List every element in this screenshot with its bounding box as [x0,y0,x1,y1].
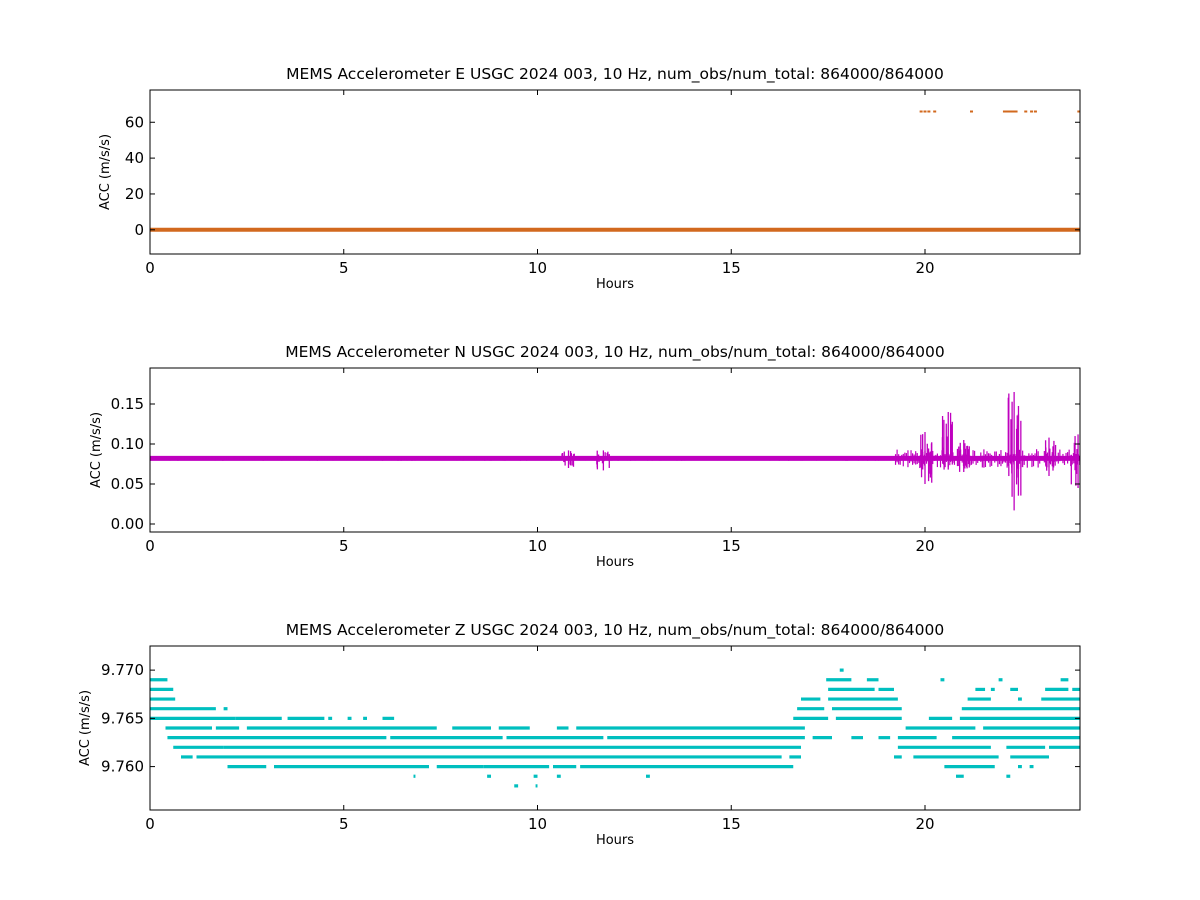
data-point [1012,110,1016,113]
data-point [1002,110,1006,113]
x-tick-label: 15 [722,815,741,833]
data-point [1024,110,1028,113]
y-tick-label: 0.00 [111,515,144,533]
data-point [1006,110,1010,113]
x-tick-label: 5 [339,815,349,833]
x-axis-label: Hours [596,555,634,570]
x-tick-label: 20 [915,815,934,833]
axes-frame [149,645,1081,811]
x-tick-label: 5 [339,259,349,277]
y-tick-label: 0.05 [111,475,144,493]
x-tick-label: 10 [528,259,547,277]
data-layer [150,668,1080,788]
x-axis-label: Hours [596,833,634,848]
y-tick-label: 9.770 [101,661,144,679]
chart-panel-2: 0 5 10 15 20 0.00 0.05 0.10 0.15 MEMS Acceleromet… [89,343,1081,570]
data-point [919,110,923,113]
x-tick-label: 10 [528,537,547,555]
x-axis-label: Hours [596,277,634,292]
y-tick-label: 9.760 [101,758,144,776]
y-tick-label: 9.765 [101,709,144,727]
chart-title: MEMS Accelerometer E USGC 2024 003, 10 H… [286,65,944,84]
data-point [933,110,937,113]
data-point [1014,110,1018,113]
data-point [1010,110,1014,113]
y-tick-label: 0.15 [111,395,144,413]
y-tick-label: 0.10 [111,435,144,453]
y-axis-label: ACC (m/s/s) [78,690,93,766]
x-tick-label: 0 [145,537,155,555]
y-tick-label: 60 [125,113,144,131]
data-point [970,110,973,113]
data-point [1077,110,1080,113]
chart-title: MEMS Accelerometer N USGC 2024 003, 10 H… [285,343,944,362]
x-tick-label: 20 [915,259,934,277]
axes-frame [149,367,1081,533]
data-point [1008,110,1012,113]
chart-panel-1: 0 5 10 15 20 0 20 40 60 MEMS Accelerometer E USGC… [98,65,1081,292]
y-tick-label: 20 [125,185,144,203]
x-tick-label: 0 [145,815,155,833]
chart-title: MEMS Accelerometer Z USGC 2024 003, 10 H… [286,621,945,640]
data-point [1030,110,1034,113]
x-tick-label: 5 [339,537,349,555]
data-point [927,110,931,113]
x-tick-label: 15 [722,259,741,277]
data-point [1033,110,1037,113]
x-tick-label: 20 [915,537,934,555]
chart-panel-3: 0 5 10 15 20 9.760 9.765 9.770 MEMS Acceleromete… [78,621,1081,848]
x-tick-label: 15 [722,537,741,555]
y-axis-label: ACC (m/s/s) [98,134,113,210]
x-tick-label: 0 [145,259,155,277]
y-tick-label: 40 [125,149,144,167]
data-point [923,110,927,113]
data-point [1004,110,1008,113]
data-layer [150,392,1080,511]
y-axis-label: ACC (m/s/s) [89,412,104,488]
data-layer [150,110,1080,232]
axes-frame [149,89,1081,255]
y-tick-label: 0 [134,221,144,239]
x-tick-label: 10 [528,815,547,833]
